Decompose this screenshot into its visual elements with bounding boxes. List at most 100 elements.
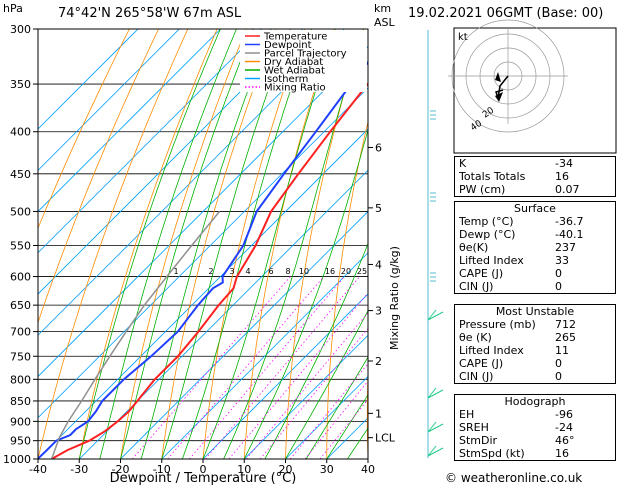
isotherm--90 <box>38 29 263 254</box>
wet-adiabat--15 <box>140 29 272 459</box>
wet-adiabat--5 <box>182 29 313 459</box>
km-tick-label: 3 <box>375 305 382 318</box>
wind-barb <box>430 192 436 202</box>
isotherm--30 <box>79 169 368 459</box>
dry-adiabat--60 <box>38 29 130 230</box>
dry-adiabat-0 <box>202 29 306 459</box>
index-row: Temp (°C) -36.7 <box>455 215 615 228</box>
km-tick-label: 5 <box>375 202 382 215</box>
mixing-ratio-4 <box>205 276 360 459</box>
index-row: StmDir 46° <box>455 434 615 447</box>
unstable-title: Most Unstable <box>495 305 575 318</box>
hodograph-table: Hodograph EH -96 SREH -24 StmDir 46° StmSpd (k… <box>454 394 616 461</box>
dry-adiabat-30 <box>326 120 368 459</box>
index-row: SREH -24 <box>455 421 615 434</box>
pressure-tick-label: 800 <box>10 373 31 386</box>
mixing-ratio-label: 6 <box>268 267 273 276</box>
km-unit-label: km <box>374 2 392 15</box>
mixing-ratio-2 <box>167 276 325 459</box>
pressure-tick-label: 700 <box>10 326 31 339</box>
mixing-ratio-label: 1 <box>173 267 178 276</box>
mixing-ratio-label: 8 <box>285 267 290 276</box>
dry-adiabat--30 <box>78 29 218 459</box>
index-row: Pressure (mb) 712 <box>455 318 615 331</box>
pressure-tick-label: 450 <box>10 168 31 181</box>
temp-tick-label: 40 <box>361 463 375 476</box>
index-row: Dewp (°C) -40.1 <box>455 228 615 241</box>
dry-adiabat--50 <box>38 29 160 324</box>
isotherm--20 <box>120 210 368 459</box>
index-value: -36.7 <box>555 215 584 228</box>
index-value: 0 <box>555 280 562 293</box>
index-row: CAPE (J) 0 <box>455 267 615 280</box>
legend-bg <box>240 30 367 92</box>
index-row: CIN (J) 0 <box>455 370 615 383</box>
index-row: PW (cm) 0.07 <box>455 183 615 196</box>
wind-barb <box>430 110 436 120</box>
x-axis-label: Dewpoint / Temperature (°C) <box>110 471 297 486</box>
index-label: PW (cm) <box>459 183 506 196</box>
legend-label: Wet Adiabat <box>264 66 325 77</box>
mixing-ratio-8 <box>246 312 368 459</box>
km-tick-label: LCL <box>375 432 396 445</box>
temp-tick-label: 10 <box>237 463 251 476</box>
index-label: Pressure (mb) <box>459 318 536 331</box>
index-value: 0.07 <box>555 183 580 196</box>
km-tick-label: 1 <box>375 407 382 420</box>
isotherm-0 <box>202 293 368 459</box>
index-row: CIN (J) 0 <box>455 280 615 293</box>
index-row: CAPE (J) 0 <box>455 357 615 370</box>
index-label: StmDir <box>459 434 498 447</box>
index-label: CIN (J) <box>459 280 494 293</box>
legend-label: Mixing Ratio <box>264 83 326 94</box>
location-title: 74°42'N 265°58'W 67m ASL <box>58 6 242 21</box>
hodograph-title: Hodograph <box>504 395 566 408</box>
pressure-tick-label: 950 <box>10 435 31 448</box>
temp-tick-label: -40 <box>29 463 47 476</box>
index-label: Totals Totals <box>459 170 526 183</box>
legend-label: Isotherm <box>264 74 308 85</box>
index-label: Dewp (°C) <box>459 228 516 241</box>
isotherm-10 <box>244 334 368 459</box>
hodograph-frame <box>453 27 617 154</box>
index-row: StmSpd (kt) 16 <box>455 447 615 460</box>
surface-table: Surface Temp (°C) -36.7 Dewp (°C) -40.1 θe(K… <box>454 201 616 294</box>
dry-adiabat-110 <box>619 4 629 459</box>
temp-tick-label: 30 <box>320 463 334 476</box>
index-label: θe(K) <box>459 241 489 254</box>
pressure-tick-label: 550 <box>10 239 31 252</box>
wind-barb <box>430 272 436 282</box>
wind-barb-green <box>427 387 444 399</box>
isotherm--100 <box>38 29 222 213</box>
index-label: SREH <box>459 421 489 434</box>
hodograph-motion-arrow <box>495 92 503 102</box>
index-value: 0 <box>555 357 562 370</box>
temp-tick-label: 0 <box>200 463 207 476</box>
index-label: K <box>459 157 467 170</box>
pressure-tick-label: 300 <box>10 23 31 36</box>
index-value: 0 <box>555 370 562 383</box>
mixing-ratio-label: 16 <box>325 267 335 276</box>
index-value: 11 <box>555 344 569 357</box>
pressure-tick-label: 500 <box>10 205 31 218</box>
index-value: 265 <box>555 331 576 344</box>
dry-adiabat--20 <box>120 29 247 459</box>
mixing-ratio-label: 10 <box>299 267 309 276</box>
surface-title: Surface <box>514 202 556 215</box>
index-value: -24 <box>555 421 573 434</box>
wind-barb-green <box>427 421 444 433</box>
isotherm--10 <box>161 252 368 459</box>
legend-label: Parcel Trajectory <box>264 49 347 60</box>
index-value: 16 <box>555 447 569 460</box>
km-tick-label: 4 <box>375 258 382 271</box>
credit-text: © weatheronline.co.uk <box>445 471 583 485</box>
wet-adiabat-20 <box>285 309 368 459</box>
index-value: -34 <box>555 157 573 170</box>
mixing-ratio-label: 25 <box>357 267 367 276</box>
pressure-tick-label: 350 <box>10 78 31 91</box>
index-row: EH -96 <box>455 408 615 421</box>
pressure-tick-label: 1000 <box>3 453 31 466</box>
legend-label: Dewpoint <box>264 40 312 51</box>
